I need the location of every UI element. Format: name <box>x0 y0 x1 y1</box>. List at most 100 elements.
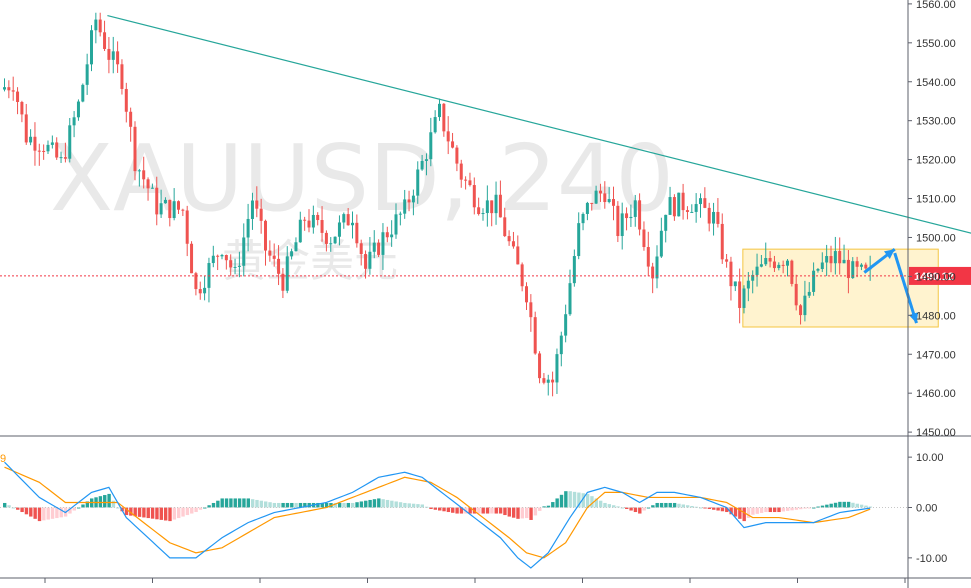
candle <box>337 215 341 246</box>
candle <box>207 257 211 303</box>
macd-hist-bar <box>629 507 633 511</box>
candle-body <box>285 256 289 291</box>
macd-hist-bar <box>442 507 446 512</box>
candle-body <box>633 200 637 217</box>
candle-body <box>555 354 559 383</box>
candle <box>746 272 750 302</box>
candle <box>742 285 746 314</box>
candle <box>355 214 359 248</box>
macd-hist-bar <box>594 498 598 508</box>
candle <box>116 41 120 73</box>
candle <box>94 12 98 44</box>
macd-hist-bar <box>538 507 542 511</box>
candle <box>429 117 433 167</box>
candle <box>190 241 194 274</box>
time-axis[interactable] <box>44 578 906 583</box>
candle <box>442 103 446 137</box>
candle <box>333 236 337 245</box>
candle-body <box>707 207 711 224</box>
candle-body <box>177 201 180 210</box>
candle <box>438 98 441 121</box>
macd-hist-bar <box>403 502 407 508</box>
candle-body <box>372 242 376 252</box>
macd-hist-bar <box>807 507 812 509</box>
macd-hist-bar <box>503 507 507 516</box>
candle <box>690 204 694 213</box>
candle <box>516 235 520 265</box>
macd-hist-bar <box>168 507 172 522</box>
macd-hist-bar <box>481 507 485 514</box>
candle <box>772 255 776 272</box>
macd-hist-bar <box>603 502 607 508</box>
macd-axis[interactable]: 10.00 0.00 -10.00 <box>908 452 947 565</box>
macd-hist-bar <box>72 507 76 511</box>
macd-hist-bar <box>598 500 603 508</box>
candle <box>846 249 850 294</box>
macd-hist-bar <box>346 502 351 508</box>
macd-hist-bar <box>111 500 116 508</box>
candle <box>85 53 89 95</box>
macd-hist-bar <box>772 507 777 513</box>
candle <box>546 374 550 396</box>
candle-body <box>781 264 785 266</box>
candle-body <box>642 229 646 248</box>
candle <box>385 226 389 243</box>
candle <box>11 76 15 101</box>
candle-body <box>190 243 194 274</box>
candle-body <box>651 266 655 279</box>
candle-body <box>255 200 259 209</box>
candle-body <box>825 256 829 263</box>
candle <box>768 251 772 268</box>
candle <box>155 176 159 226</box>
candle-body <box>764 258 768 265</box>
candle <box>359 239 363 266</box>
candle-body <box>294 242 298 252</box>
macd-hist-bar <box>751 507 755 515</box>
candle <box>799 304 803 325</box>
macd-hist-bar <box>351 502 355 508</box>
candle <box>324 230 328 252</box>
candle-body <box>390 234 394 238</box>
candle-body <box>355 222 359 244</box>
descending-trendline <box>107 14 971 234</box>
candle <box>625 207 629 231</box>
candle <box>211 245 215 268</box>
candle-body <box>237 265 241 267</box>
candle <box>298 211 302 243</box>
candle-body <box>81 84 85 102</box>
macd-hist-bar <box>216 500 220 508</box>
candle <box>759 254 763 268</box>
macd-hist-bar <box>198 507 203 510</box>
candle <box>307 209 311 233</box>
candle-body <box>851 261 855 279</box>
macd-hist-bar <box>612 505 616 508</box>
macd-hist-bar <box>342 502 346 508</box>
price-tick-label: 1560.00 <box>916 0 956 11</box>
candle <box>68 118 72 163</box>
candle <box>712 202 716 236</box>
macd-hist-bar <box>3 502 7 508</box>
candle-body <box>746 280 750 289</box>
macd-hist-bar <box>11 507 16 509</box>
candle-body <box>342 214 346 223</box>
macd-hist-bar <box>55 507 59 519</box>
candle-body <box>416 169 420 196</box>
current-price-line-layer: 1490.12 <box>0 266 971 285</box>
price-tick-label: 1490.00 <box>916 271 956 283</box>
macd-hist-bar <box>81 504 85 508</box>
candle-body <box>790 260 794 284</box>
candle-body <box>464 179 468 181</box>
candle-body <box>729 261 733 287</box>
macd-hist-bar <box>738 507 742 519</box>
candle-body <box>498 194 502 218</box>
macd-hist-bar <box>455 507 459 514</box>
macd-hist-bar <box>564 491 568 508</box>
candle <box>268 240 272 262</box>
candle-body <box>507 236 511 242</box>
macd-hist-bar <box>542 506 546 508</box>
candle <box>33 122 37 166</box>
candle <box>794 274 798 311</box>
macd-hist-bar <box>864 505 868 508</box>
